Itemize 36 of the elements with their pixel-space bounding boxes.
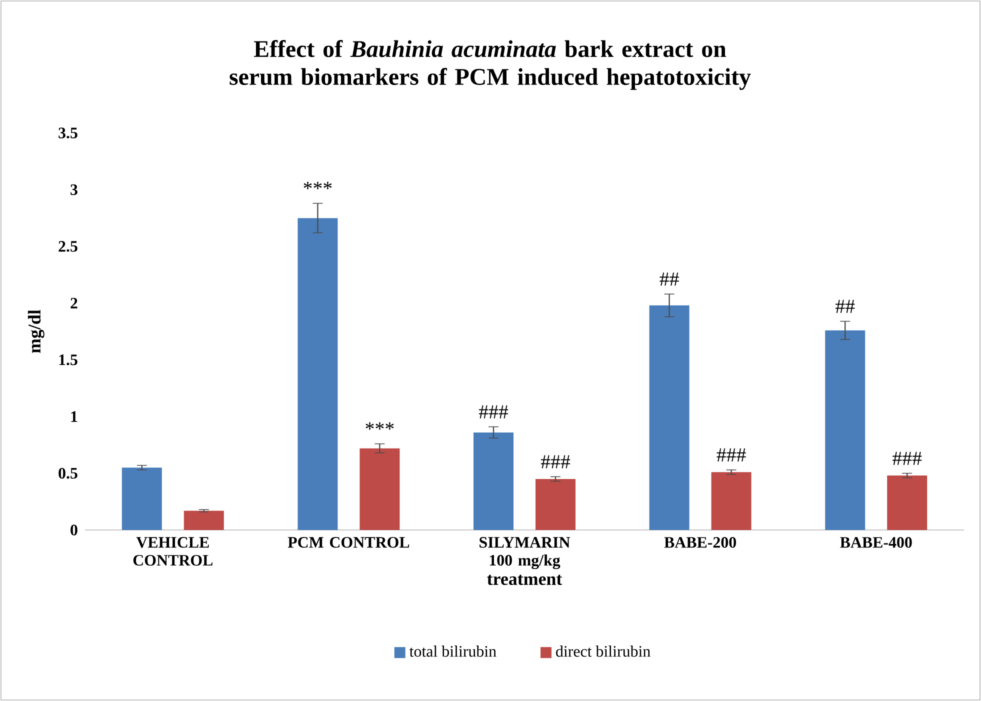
x-tick-label: VEHICLE CONTROL	[133, 537, 213, 566]
bar	[536, 478, 576, 530]
y-tick-label: 1.5	[59, 354, 78, 366]
bar	[887, 476, 928, 530]
data-label: ###	[892, 452, 922, 465]
chart-title: Effect of Bauhinia acuminata bark extract on serum biomarkers of PCM induced hepatotoxicity	[230, 40, 751, 90]
legend-label: direct bilirubin	[556, 646, 650, 657]
bar	[825, 330, 866, 530]
data-label: ***	[366, 422, 394, 430]
bar	[711, 472, 752, 530]
y-tick-label: 3	[70, 184, 78, 196]
y-tick-label: 0.5	[58, 468, 78, 479]
bar	[298, 218, 338, 530]
bar	[474, 432, 514, 530]
data-label: ##	[836, 300, 855, 313]
x-tick-label: BABE-200	[664, 537, 736, 548]
y-tick-label: 1	[71, 411, 78, 422]
x-tick-label: BABE-400	[840, 537, 912, 548]
data-label: ###	[478, 405, 508, 418]
y-tick-label: 2.5	[58, 241, 78, 252]
legend-label: total bilirubin	[409, 646, 496, 657]
x-tick-label: PCM CONTROL	[288, 537, 410, 548]
data-label: ***	[304, 182, 332, 190]
x-axis-title: treatment	[487, 574, 562, 586]
data-label: ##	[660, 272, 679, 286]
bar	[184, 510, 224, 530]
data-label: ###	[716, 448, 746, 462]
y-tick-label: 3.5	[58, 128, 78, 138]
y-tick-label: 2	[70, 298, 78, 308]
y-tick-label: 0	[70, 524, 78, 536]
bar	[122, 468, 162, 530]
data-label: ###	[540, 455, 570, 468]
bar	[649, 305, 690, 530]
y-axis-title: mg/dl	[28, 310, 44, 353]
x-tick-label: SILYMARIN 100 mg/kg	[480, 537, 570, 570]
bar	[360, 448, 400, 530]
